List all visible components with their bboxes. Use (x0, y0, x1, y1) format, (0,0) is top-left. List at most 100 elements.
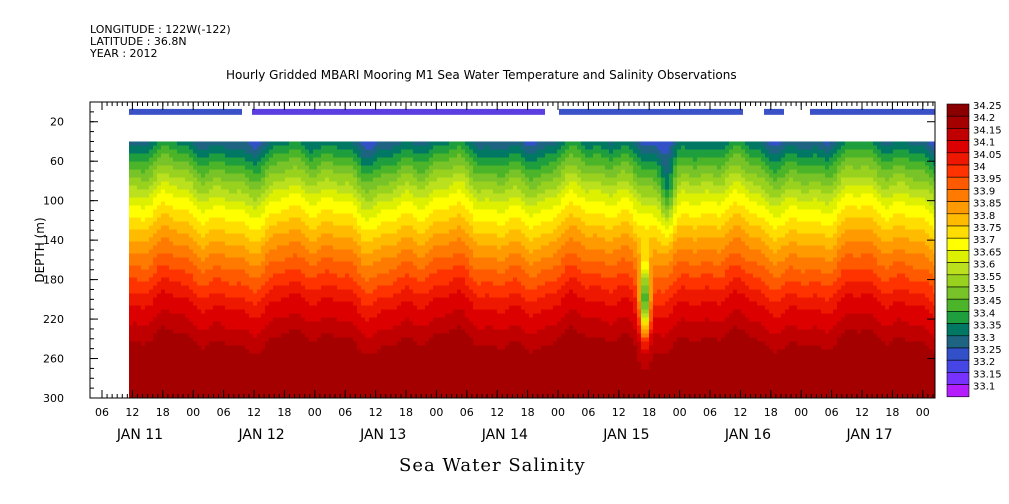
salinity-cell (229, 205, 234, 211)
salinity-cell (397, 141, 402, 147)
salinity-cell (365, 341, 370, 347)
salinity-cell (293, 149, 298, 155)
salinity-cell (385, 305, 390, 311)
salinity-cell (229, 249, 234, 255)
salinity-cell (401, 285, 406, 291)
salinity-cell (249, 333, 254, 339)
salinity-cell (361, 173, 366, 179)
salinity-cell (253, 317, 258, 323)
salinity-cell (229, 257, 234, 263)
salinity-cell (213, 321, 218, 327)
salinity-cell (241, 317, 246, 323)
salinity-cell (225, 373, 230, 379)
salinity-cell (369, 345, 374, 351)
salinity-cell (189, 233, 194, 239)
salinity-cell (293, 269, 298, 275)
salinity-cell (349, 273, 354, 279)
salinity-cell (385, 221, 390, 227)
salinity-cell (373, 213, 378, 219)
salinity-cell (289, 221, 294, 227)
salinity-cell (145, 237, 150, 243)
salinity-cell (225, 177, 230, 183)
salinity-cell (317, 293, 322, 299)
salinity-cell (413, 301, 418, 307)
salinity-cell (285, 249, 290, 255)
salinity-cell (185, 273, 190, 279)
salinity-cell (413, 285, 418, 291)
salinity-cell (393, 193, 398, 199)
salinity-cell (209, 153, 214, 159)
salinity-cell (229, 337, 234, 343)
salinity-cell (341, 321, 346, 327)
salinity-cell (153, 309, 158, 315)
salinity-cell (169, 221, 174, 227)
salinity-cell (181, 181, 186, 187)
salinity-cell (233, 169, 238, 175)
salinity-cell (225, 329, 230, 335)
salinity-cell (365, 145, 370, 151)
salinity-cell (365, 273, 370, 279)
salinity-cell (129, 225, 134, 231)
salinity-cell (177, 313, 182, 319)
salinity-cell (141, 221, 146, 227)
salinity-cell (305, 181, 310, 187)
salinity-cell (417, 381, 422, 387)
salinity-cell (193, 213, 198, 219)
salinity-cell (265, 313, 270, 319)
salinity-cell (205, 197, 210, 203)
salinity-cell (245, 265, 250, 271)
salinity-cell (265, 361, 270, 367)
salinity-cell (297, 221, 302, 227)
salinity-cell (269, 289, 274, 295)
salinity-cell (273, 369, 278, 375)
salinity-cell (221, 233, 226, 239)
salinity-cell (157, 225, 162, 231)
salinity-cell (361, 253, 366, 259)
salinity-cell (421, 329, 426, 335)
salinity-cell (405, 145, 410, 151)
salinity-cell (265, 193, 270, 199)
salinity-cell (273, 309, 278, 315)
salinity-cell (241, 181, 246, 187)
salinity-cell (329, 233, 334, 239)
salinity-cell (189, 325, 194, 331)
salinity-cell (381, 373, 386, 379)
salinity-cell (189, 157, 194, 163)
salinity-cell (265, 353, 270, 359)
salinity-cell (257, 193, 262, 199)
salinity-cell (269, 229, 274, 235)
salinity-cell (133, 141, 138, 147)
salinity-cell (181, 297, 186, 303)
salinity-cell (397, 325, 402, 331)
salinity-cell (145, 377, 150, 383)
salinity-cell (321, 141, 326, 147)
salinity-cell (329, 221, 334, 227)
salinity-cell (193, 165, 198, 171)
salinity-cell (313, 337, 318, 343)
salinity-cell (277, 357, 282, 363)
salinity-cell (205, 213, 210, 219)
salinity-cell (253, 361, 258, 367)
salinity-cell (389, 141, 394, 147)
salinity-cell (305, 269, 310, 275)
salinity-cell (293, 333, 298, 339)
salinity-cell (253, 313, 258, 319)
salinity-cell (141, 301, 146, 307)
salinity-cell (289, 165, 294, 171)
salinity-cell (365, 269, 370, 275)
salinity-cell (129, 269, 134, 275)
salinity-cell (249, 245, 254, 251)
salinity-cell (357, 325, 362, 331)
salinity-cell (221, 169, 226, 175)
salinity-cell (361, 305, 366, 311)
salinity-cell (229, 321, 234, 327)
salinity-cell (133, 345, 138, 351)
salinity-cell (165, 293, 170, 299)
salinity-cell (365, 205, 370, 211)
salinity-cell (417, 289, 422, 295)
salinity-cell (205, 361, 210, 367)
salinity-cell (181, 257, 186, 263)
salinity-cell (369, 221, 374, 227)
salinity-cell (405, 289, 410, 295)
salinity-cell (169, 185, 174, 191)
